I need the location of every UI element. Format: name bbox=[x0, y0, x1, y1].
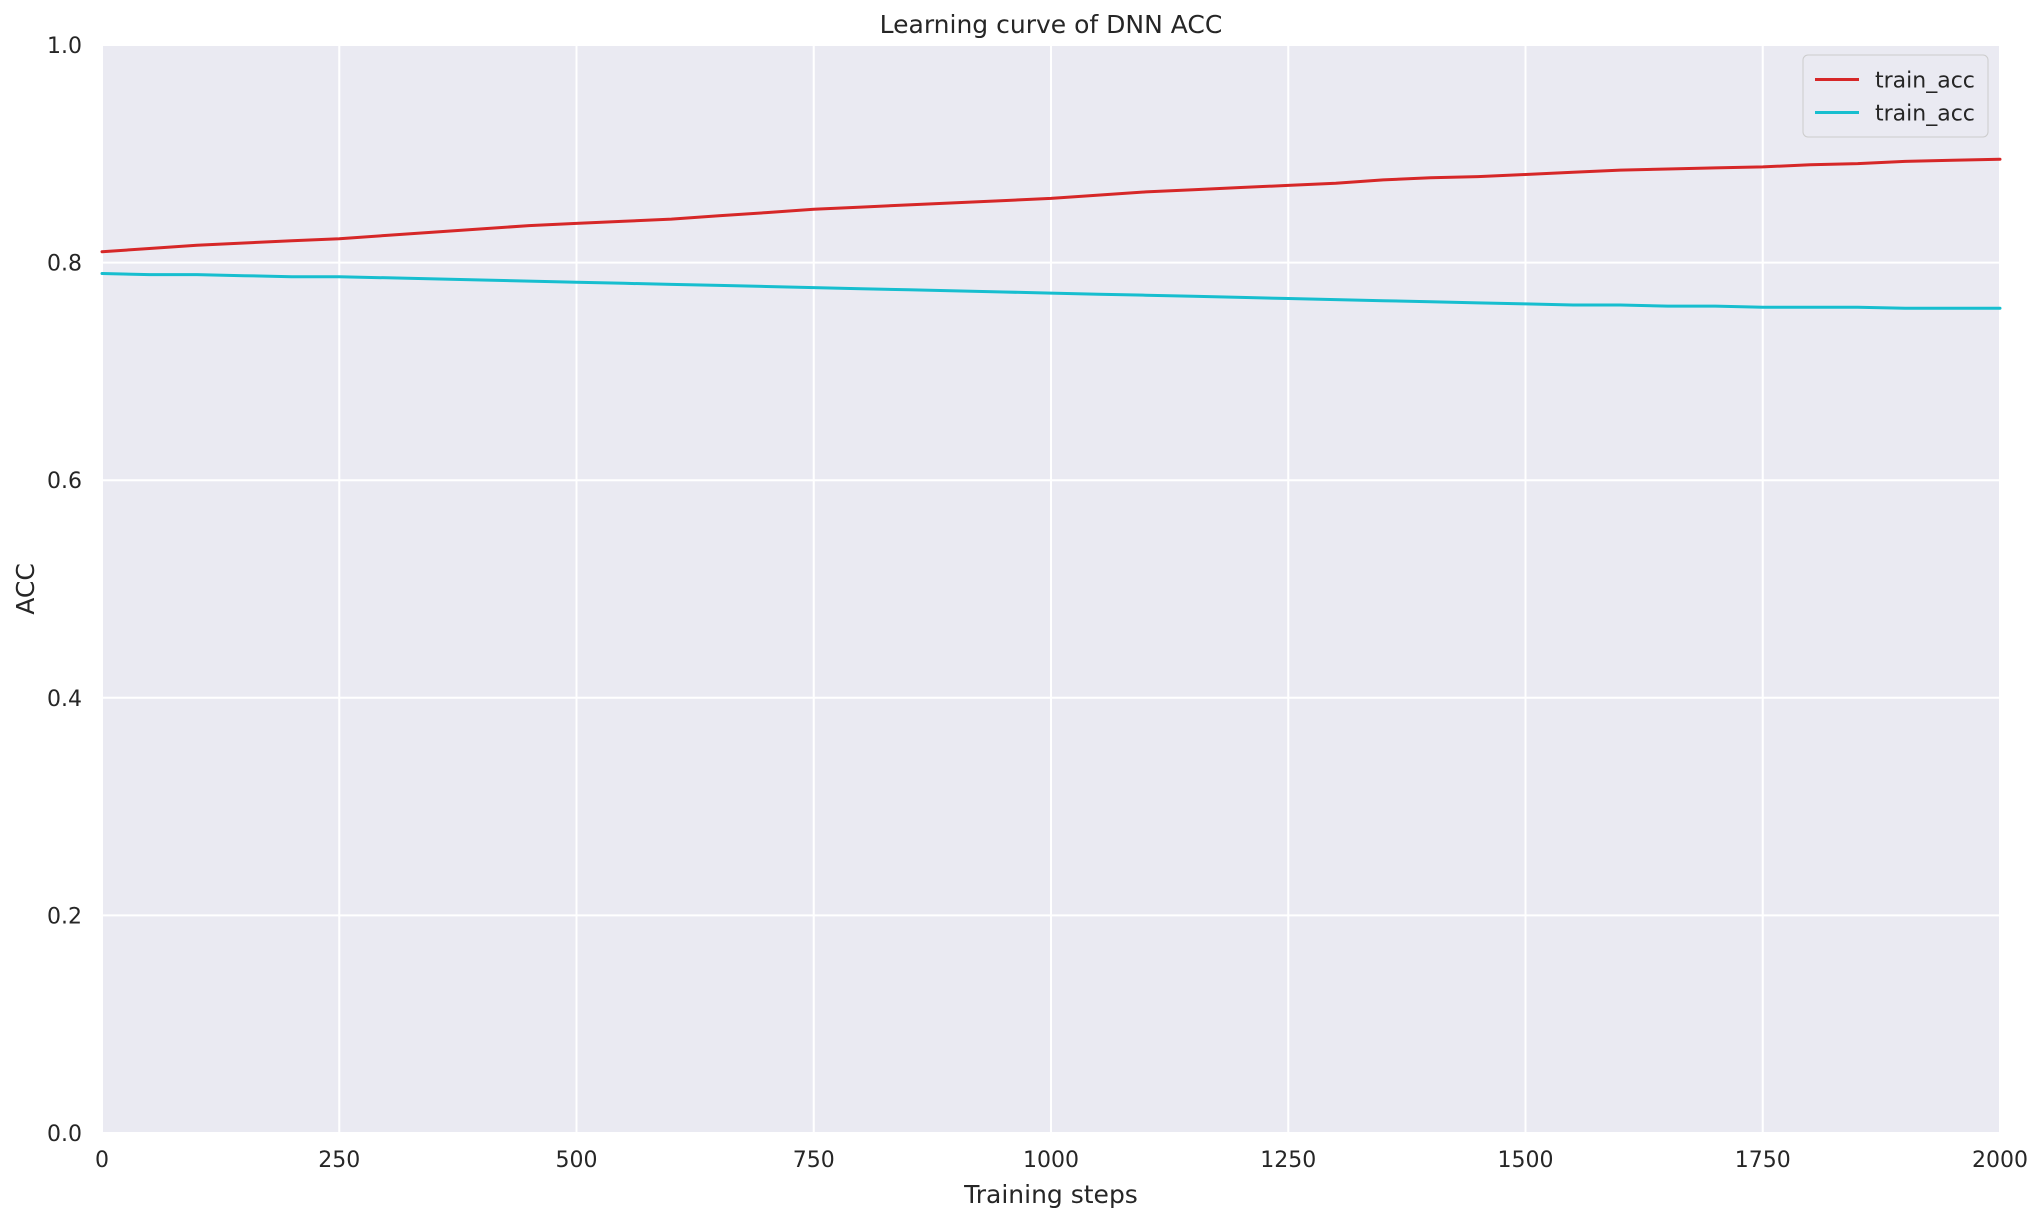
x-tick-label: 0 bbox=[95, 1148, 109, 1173]
x-tick-label: 1000 bbox=[1023, 1148, 1079, 1173]
y-tick-label: 0.6 bbox=[47, 469, 82, 494]
x-tick-label: 250 bbox=[318, 1148, 360, 1173]
x-tick-label: 2000 bbox=[1972, 1148, 2028, 1173]
y-tick-label: 0.2 bbox=[47, 904, 82, 929]
x-tick-label: 1250 bbox=[1260, 1148, 1316, 1173]
y-tick-label: 0.4 bbox=[47, 687, 82, 712]
series-line-1 bbox=[100, 157, 2002, 254]
y-tick-label: 0.0 bbox=[47, 1122, 82, 1147]
x-tick-label: 500 bbox=[556, 1148, 598, 1173]
y-tick-label: 0.8 bbox=[47, 252, 82, 277]
x-tick-label: 1750 bbox=[1735, 1148, 1791, 1173]
y-axis-label: ACC bbox=[11, 563, 40, 615]
x-tick-label: 1500 bbox=[1498, 1148, 1554, 1173]
legend-box bbox=[1802, 54, 1989, 138]
x-tick-label: 750 bbox=[793, 1148, 835, 1173]
legend-label: train_acc bbox=[1875, 69, 1975, 94]
series-line-2 bbox=[100, 272, 2002, 310]
legend-label: train_acc bbox=[1875, 102, 1975, 127]
chart-title: Learning curve of DNN ACC bbox=[880, 10, 1223, 39]
tick-layer: 0 250 500 750 1000 1250 1500 1750 2000 0.0 0.2 0.4 0… bbox=[47, 34, 2028, 1173]
series-layer bbox=[100, 157, 2002, 310]
grid-layer bbox=[101, 44, 2001, 1134]
legend: train_acc train_acc bbox=[1802, 54, 1989, 138]
y-tick-label: 1.0 bbox=[47, 34, 82, 59]
x-axis-label: Training steps bbox=[963, 1180, 1138, 1209]
